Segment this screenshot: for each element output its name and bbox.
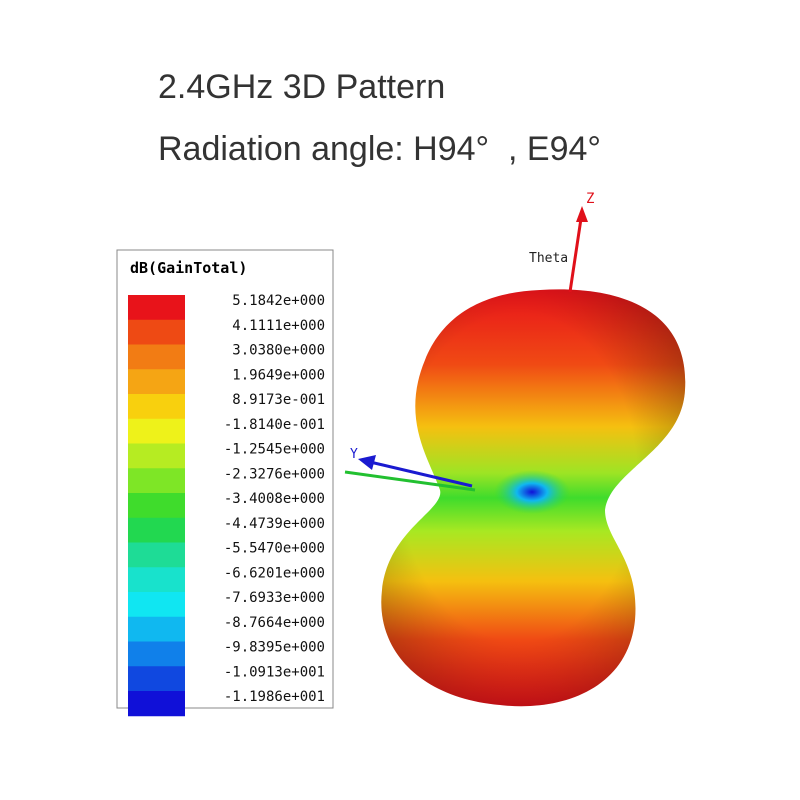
legend-label: 1.9649e+000 <box>232 367 325 383</box>
legend-swatch <box>128 691 185 717</box>
legend-label: -1.1986e+001 <box>224 689 325 705</box>
legend-label: -1.8140e-001 <box>224 417 325 433</box>
legend-swatch <box>128 542 185 568</box>
legend-swatch <box>128 567 185 593</box>
legend-label: 5.1842e+000 <box>232 293 325 309</box>
legend-label: 3.0380e+000 <box>232 343 325 359</box>
legend-label: -2.3276e+000 <box>224 466 325 482</box>
legend-label: -4.4739e+000 <box>224 516 325 532</box>
radiation-pattern <box>381 289 686 707</box>
legend-label: 4.1111e+000 <box>232 318 325 334</box>
legend-label: 8.9173e-001 <box>232 392 325 408</box>
legend-label: -8.7664e+000 <box>224 615 325 631</box>
subtitle: Radiation angle: H94° , E94° <box>158 130 602 168</box>
y-label: Y <box>350 447 358 462</box>
z-label: Z <box>586 191 594 207</box>
legend-swatch <box>128 592 185 618</box>
title: 2.4GHz 3D Pattern <box>158 68 446 106</box>
axes: Z Theta Y <box>344 191 594 492</box>
theta-label: Theta <box>529 251 568 266</box>
legend-label: -7.6933e+000 <box>224 590 325 606</box>
legend-title: dB(GainTotal) <box>130 259 247 277</box>
legend-swatch <box>128 295 185 321</box>
legend-swatch <box>128 443 185 469</box>
legend-swatch <box>128 666 185 692</box>
legend-swatch <box>128 616 185 642</box>
legend-label: -6.6201e+000 <box>224 565 325 581</box>
legend-label: -9.8395e+000 <box>224 640 325 656</box>
legend-swatch <box>128 641 185 667</box>
legend-swatch <box>128 369 185 395</box>
legend-label: -5.5470e+000 <box>224 541 325 557</box>
legend-label: -3.4008e+000 <box>224 491 325 507</box>
legend-label: -1.0913e+001 <box>224 664 325 680</box>
legend-swatch <box>128 418 185 444</box>
legend-swatch <box>128 344 185 370</box>
legend-label: -1.2545e+000 <box>224 442 325 458</box>
legend-swatch <box>128 319 185 345</box>
legend-swatch <box>128 493 185 519</box>
legend-swatch <box>128 468 185 494</box>
legend-swatch <box>128 394 185 420</box>
legend-swatch <box>128 517 185 543</box>
